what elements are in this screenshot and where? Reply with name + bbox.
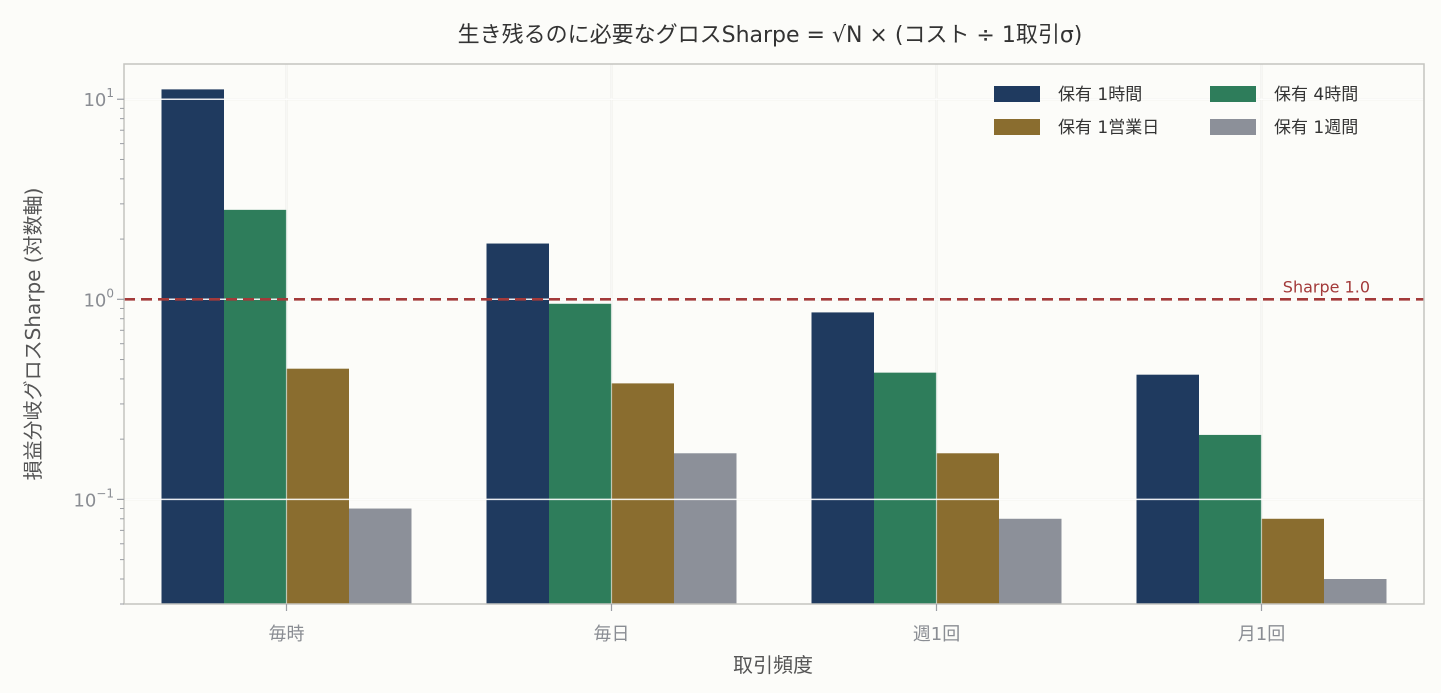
y-tick-label: 100 xyxy=(83,286,114,311)
legend-swatch xyxy=(994,86,1040,102)
bar xyxy=(1199,434,1262,604)
bar xyxy=(1261,518,1324,604)
bar xyxy=(811,312,874,604)
legend-swatch xyxy=(1210,119,1256,135)
bar xyxy=(1136,374,1199,604)
y-tick-label: 101 xyxy=(83,86,114,111)
bar xyxy=(1324,579,1387,604)
x-axis-label: 取引頻度 xyxy=(733,653,813,677)
x-tick-label: 月1回 xyxy=(1238,624,1285,645)
reference-line-label: Sharpe 1.0 xyxy=(1283,277,1370,296)
reference-line-group: Sharpe 1.0 xyxy=(124,277,1424,301)
bar xyxy=(674,453,737,604)
legend-label: 保有 1週間 xyxy=(1274,118,1358,138)
bar xyxy=(549,303,612,604)
y-axis-label: 損益分岐グロスSharpe (対数軸) xyxy=(21,188,45,481)
legend-label: 保有 1時間 xyxy=(1058,85,1142,105)
x-tick-label: 毎日 xyxy=(594,624,630,645)
legend-label: 保有 1営業日 xyxy=(1058,118,1159,138)
axes: 101 100 10−1 毎時 毎日 週1回 月1回 xyxy=(73,63,1425,645)
bar xyxy=(161,89,224,604)
bars xyxy=(161,89,1387,605)
bar xyxy=(999,518,1062,604)
bar xyxy=(349,508,412,604)
bar xyxy=(224,209,287,604)
y-tick-label: 10−1 xyxy=(73,486,114,511)
x-tick-label: 毎時 xyxy=(269,624,305,645)
bar xyxy=(286,368,349,604)
legend-swatch xyxy=(994,119,1040,135)
bar xyxy=(936,453,999,604)
bar xyxy=(874,372,937,604)
legend-swatch xyxy=(1210,86,1256,102)
chart-title: 生き残るのに必要なグロスSharpe = √N × (コスト ÷ 1取引σ) xyxy=(458,23,1083,48)
plot-frame xyxy=(123,63,1425,605)
bar xyxy=(611,383,674,604)
bar xyxy=(486,243,549,605)
x-tick-label: 週1回 xyxy=(913,624,960,645)
legend-label: 保有 4時間 xyxy=(1274,85,1358,105)
